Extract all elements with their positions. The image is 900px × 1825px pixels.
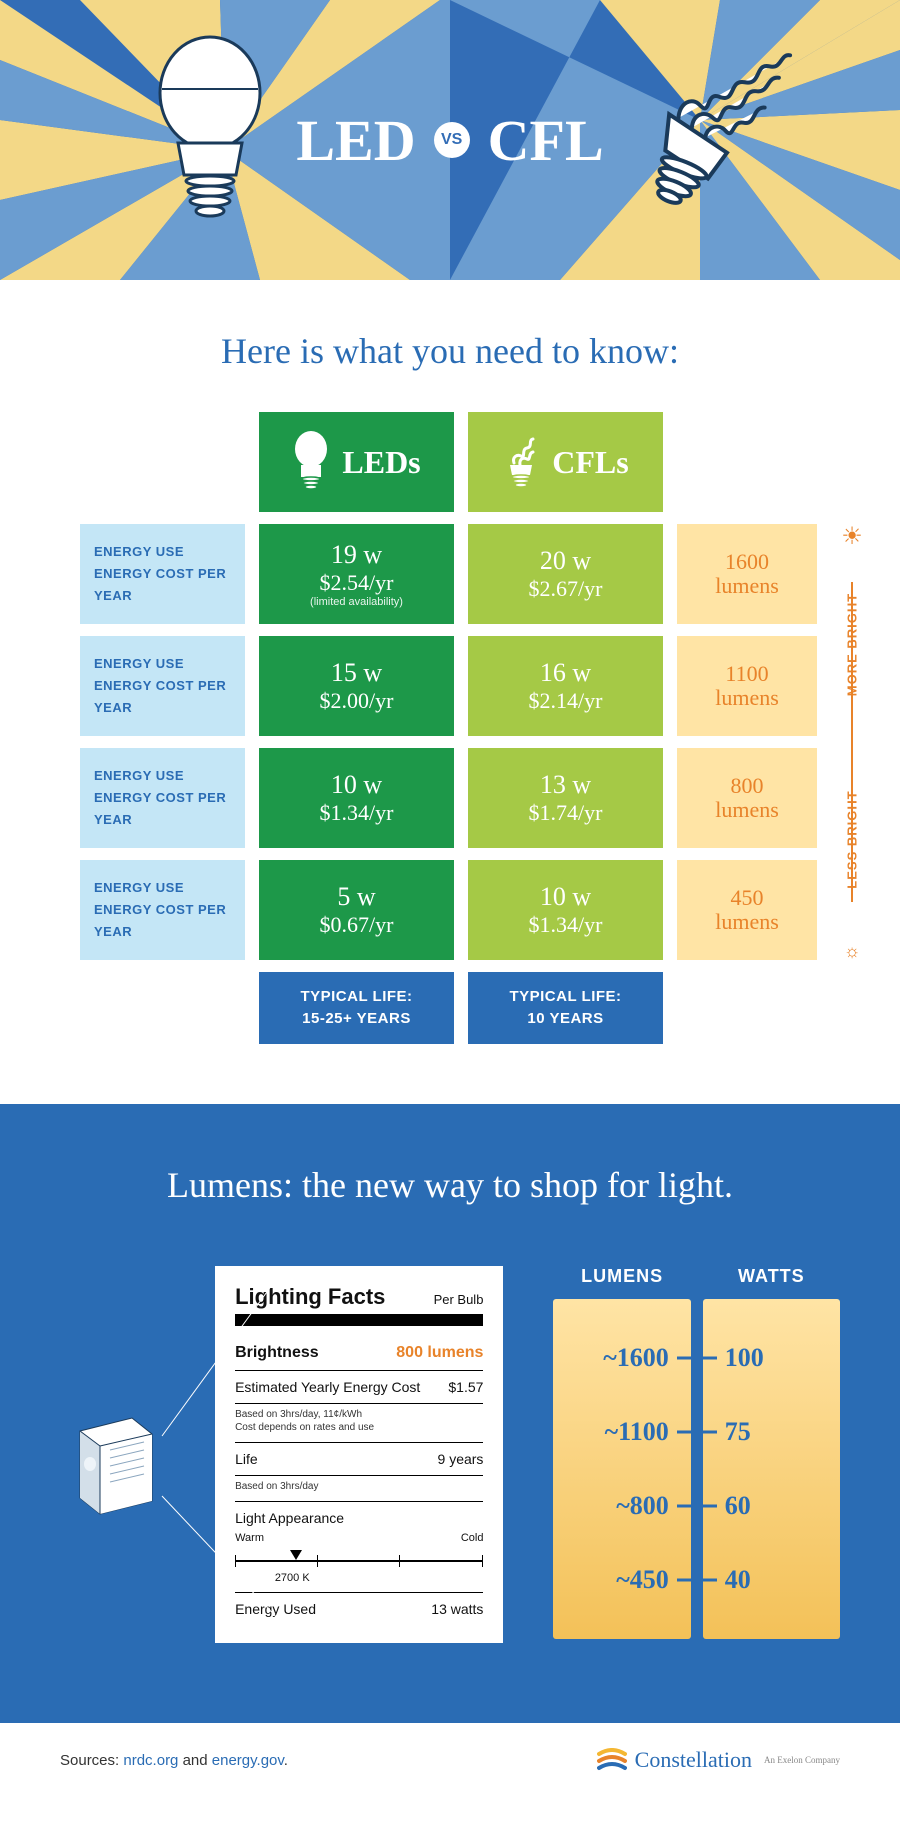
cfl-cell: 10 w$1.34/yr bbox=[468, 860, 663, 960]
led-header-label: LEDs bbox=[342, 444, 420, 481]
hero-cfl: CFL bbox=[488, 107, 604, 174]
more-bright-label: MORE BRIGHT bbox=[845, 593, 860, 696]
package-box bbox=[60, 1266, 165, 1521]
brand-name: Constellation bbox=[635, 1747, 752, 1773]
lumens-watts-table: LUMENS WATTS ~1600 ~1100 ~800 ~450 100 7… bbox=[553, 1266, 840, 1639]
life-value: 9 years bbox=[438, 1451, 484, 1467]
led-cell: 15 w$2.00/yr bbox=[259, 636, 454, 736]
sources: Sources: nrdc.org and energy.gov. bbox=[60, 1752, 288, 1769]
lumens-column: ~1600 ~1100 ~800 ~450 bbox=[553, 1299, 690, 1639]
facts-per-bulb: Per Bulb bbox=[434, 1292, 484, 1307]
intro-section: Here is what you need to know: bbox=[0, 280, 900, 412]
logo-icon bbox=[597, 1748, 627, 1772]
lumens-cell: 1100lumens bbox=[677, 636, 817, 736]
row-label: ENERGY USEENERGY COST PER YEAR bbox=[80, 636, 245, 736]
lumens-heading: Lumens: the new way to shop for light. bbox=[60, 1164, 840, 1206]
brightness-scale: ☀ MORE BRIGHT LESS BRIGHT ☼ bbox=[832, 522, 872, 962]
led-cell: 19 w$2.54/yr(limited availability) bbox=[259, 524, 454, 624]
watts-header: WATTS bbox=[703, 1266, 840, 1287]
source-link-nrdc[interactable]: nrdc.org bbox=[123, 1752, 178, 1769]
sun-bright-icon: ☀ bbox=[841, 522, 863, 551]
vs-badge: VS bbox=[434, 122, 470, 158]
lumens-cell: 1600lumens bbox=[677, 524, 817, 624]
brightness-value: 800 lumens bbox=[396, 1344, 483, 1362]
led-typical-life: TYPICAL LIFE:15-25+ YEARS bbox=[259, 972, 454, 1044]
row-label: ENERGY USEENERGY COST PER YEAR bbox=[80, 524, 245, 624]
led-cell: 10 w$1.34/yr bbox=[259, 748, 454, 848]
sun-dim-icon: ☼ bbox=[844, 941, 861, 962]
brand-sub: An Exelon Company bbox=[764, 1755, 840, 1765]
cost-value: $1.57 bbox=[448, 1379, 483, 1395]
lumens-cell: 800lumens bbox=[677, 748, 817, 848]
source-link-energy[interactable]: energy.gov bbox=[212, 1752, 284, 1769]
color-temp-scale bbox=[235, 1552, 483, 1570]
less-bright-label: LESS BRIGHT bbox=[845, 790, 860, 888]
pointer-icon bbox=[290, 1550, 302, 1560]
cfl-typical-life: TYPICAL LIFE:10 YEARS bbox=[468, 972, 663, 1044]
energy-used-value: 13 watts bbox=[431, 1601, 483, 1617]
footer: Sources: nrdc.org and energy.gov. Conste… bbox=[0, 1723, 900, 1797]
cfl-cell: 16 w$2.14/yr bbox=[468, 636, 663, 736]
lumens-section: Lumens: the new way to shop for light. L… bbox=[0, 1104, 900, 1723]
bulb-package-icon bbox=[60, 1406, 160, 1516]
row-label: ENERGY USEENERGY COST PER YEAR bbox=[80, 748, 245, 848]
lumens-header: LUMENS bbox=[553, 1266, 690, 1287]
led-cell: 5 w$0.67/yr bbox=[259, 860, 454, 960]
hero-title: LED VS CFL bbox=[296, 107, 603, 174]
intro-heading: Here is what you need to know: bbox=[0, 330, 900, 372]
cold-label: Cold bbox=[461, 1532, 484, 1544]
led-column-header: LEDs bbox=[259, 412, 454, 512]
cfl-cell: 20 w$2.67/yr bbox=[468, 524, 663, 624]
hero-led: LED bbox=[296, 107, 415, 174]
cfl-column-header: CFLs bbox=[468, 412, 663, 512]
lumens-cell: 450lumens bbox=[677, 860, 817, 960]
cfl-header-label: CFLs bbox=[552, 444, 628, 481]
row-label: ENERGY USEENERGY COST PER YEAR bbox=[80, 860, 245, 960]
callout-lines-icon bbox=[150, 1266, 330, 1626]
hero-banner: LED VS CFL bbox=[0, 0, 900, 280]
constellation-logo: Constellation An Exelon Company bbox=[597, 1747, 840, 1773]
cfl-cell: 13 w$1.74/yr bbox=[468, 748, 663, 848]
watts-column: 100 75 60 40 bbox=[703, 1299, 840, 1639]
comparison-table: LEDs CFLs ENERGY USEENERGY COST PER YEAR… bbox=[0, 412, 900, 1104]
